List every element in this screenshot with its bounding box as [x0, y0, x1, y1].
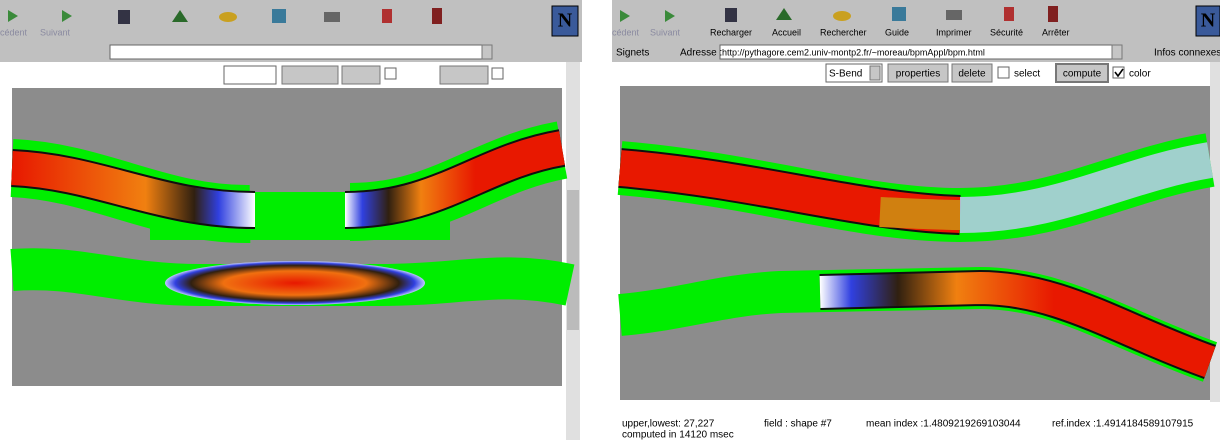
shape-select-text[interactable]: S-Bend	[829, 69, 862, 80]
toolbar-label[interactable]: Recharger	[710, 27, 752, 37]
url-text[interactable]: http://pythagore.cem2.univ-montp2.fr/~mo…	[722, 47, 985, 57]
toolbar-label[interactable]: Imprimer	[936, 27, 972, 37]
button[interactable]	[342, 66, 380, 84]
checkbox-label: color	[1129, 69, 1151, 80]
toolbar-label[interactable]: Suivant	[40, 27, 71, 37]
status-ref-index: ref.index :1.4914184589107915	[1052, 419, 1194, 430]
button-label[interactable]: delete	[958, 69, 986, 80]
toolbar	[612, 0, 1220, 42]
button-label[interactable]: compute	[1063, 69, 1102, 80]
toolbar-label[interactable]: Rechercher	[820, 27, 867, 37]
bpm-field-right	[620, 86, 1210, 400]
url-dropdown[interactable]	[482, 45, 492, 59]
screenshot: N cédent Suivant	[0, 0, 1220, 440]
url-field[interactable]	[110, 45, 482, 59]
toolbar-label[interactable]: cédent	[612, 27, 640, 37]
scroll-thumb[interactable]	[567, 190, 579, 330]
checkbox-label: select	[1014, 69, 1040, 80]
button[interactable]	[440, 66, 488, 84]
address-label: Adresse :	[680, 48, 722, 59]
bookmarks-button[interactable]: Signets	[616, 48, 649, 59]
checkbox[interactable]	[385, 68, 396, 79]
button-label[interactable]: properties	[896, 69, 940, 80]
toolbar-label[interactable]: Sécurité	[990, 27, 1023, 37]
shape-select[interactable]	[224, 66, 276, 84]
svg-text:N: N	[558, 10, 573, 32]
toolbar	[0, 0, 582, 42]
status-bounds: upper,lowest: 27,227	[622, 419, 715, 430]
related-button[interactable]: Infos connexes	[1154, 48, 1220, 59]
toolbar-label[interactable]: Arrêter	[1042, 27, 1070, 37]
right-window: N Signets Adresse : http://pythagore.cem…	[612, 0, 1220, 440]
button[interactable]	[282, 66, 338, 84]
bpm-field-left	[12, 88, 570, 386]
status-mean-index: mean index :1.4809219269103044	[866, 419, 1021, 430]
select-checkbox[interactable]	[998, 67, 1009, 78]
toolbar-label[interactable]: cédent	[0, 27, 28, 37]
toolbar-label[interactable]: Accueil	[772, 27, 801, 37]
status-field: field : shape #7	[764, 419, 832, 430]
toolbar-label[interactable]: Suivant	[650, 27, 681, 37]
svg-text:N: N	[1201, 10, 1216, 32]
toolbar-label[interactable]: Guide	[885, 27, 909, 37]
checkbox[interactable]	[492, 68, 503, 79]
left-window: N cédent Suivant	[0, 0, 582, 440]
status-time: computed in 14120 msec	[622, 430, 734, 440]
url-dropdown[interactable]	[1112, 45, 1122, 59]
